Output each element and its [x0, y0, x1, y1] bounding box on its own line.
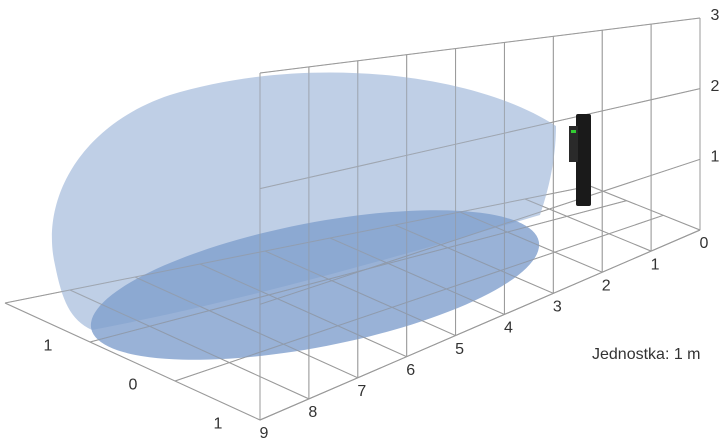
floor-line — [459, 211, 603, 273]
floor-line — [174, 214, 664, 382]
distance-label: 0 — [700, 235, 709, 252]
lateral-label: 1 — [214, 416, 223, 433]
wall-line — [259, 88, 701, 190]
distance-label: 4 — [504, 320, 513, 337]
floor-line — [589, 185, 701, 231]
floor-footprint — [90, 210, 540, 360]
sensor — [569, 114, 591, 206]
floor-line — [4, 302, 261, 421]
height-label: 2 — [711, 78, 720, 95]
wall-line — [259, 158, 701, 305]
height-label: 1 — [711, 149, 720, 166]
distance-label: 8 — [308, 404, 317, 421]
distance-label: 6 — [406, 362, 415, 379]
lateral-label: 1 — [44, 338, 53, 355]
floor-line — [329, 237, 505, 315]
lateral-label: 0 — [129, 377, 138, 394]
floor-line — [134, 276, 358, 379]
floor-line — [394, 224, 554, 294]
distance-label: 5 — [455, 341, 464, 358]
distance-label: 7 — [357, 383, 366, 400]
wall-line — [259, 229, 701, 421]
floor-line — [4, 185, 591, 304]
distance-label: 3 — [553, 299, 562, 316]
height-label: 3 — [711, 7, 720, 24]
floor-line — [89, 200, 627, 343]
floor-line — [524, 198, 652, 252]
distance-label: 1 — [651, 256, 660, 273]
grid-overlay — [4, 17, 701, 421]
wall-line — [259, 17, 701, 74]
unit-label: Jednostka: 1 m — [592, 346, 701, 363]
distance-label: 9 — [260, 425, 269, 438]
floor-line — [199, 263, 407, 358]
floor-line — [264, 250, 456, 337]
distance-label: 2 — [602, 277, 611, 294]
floor-line — [69, 289, 310, 400]
